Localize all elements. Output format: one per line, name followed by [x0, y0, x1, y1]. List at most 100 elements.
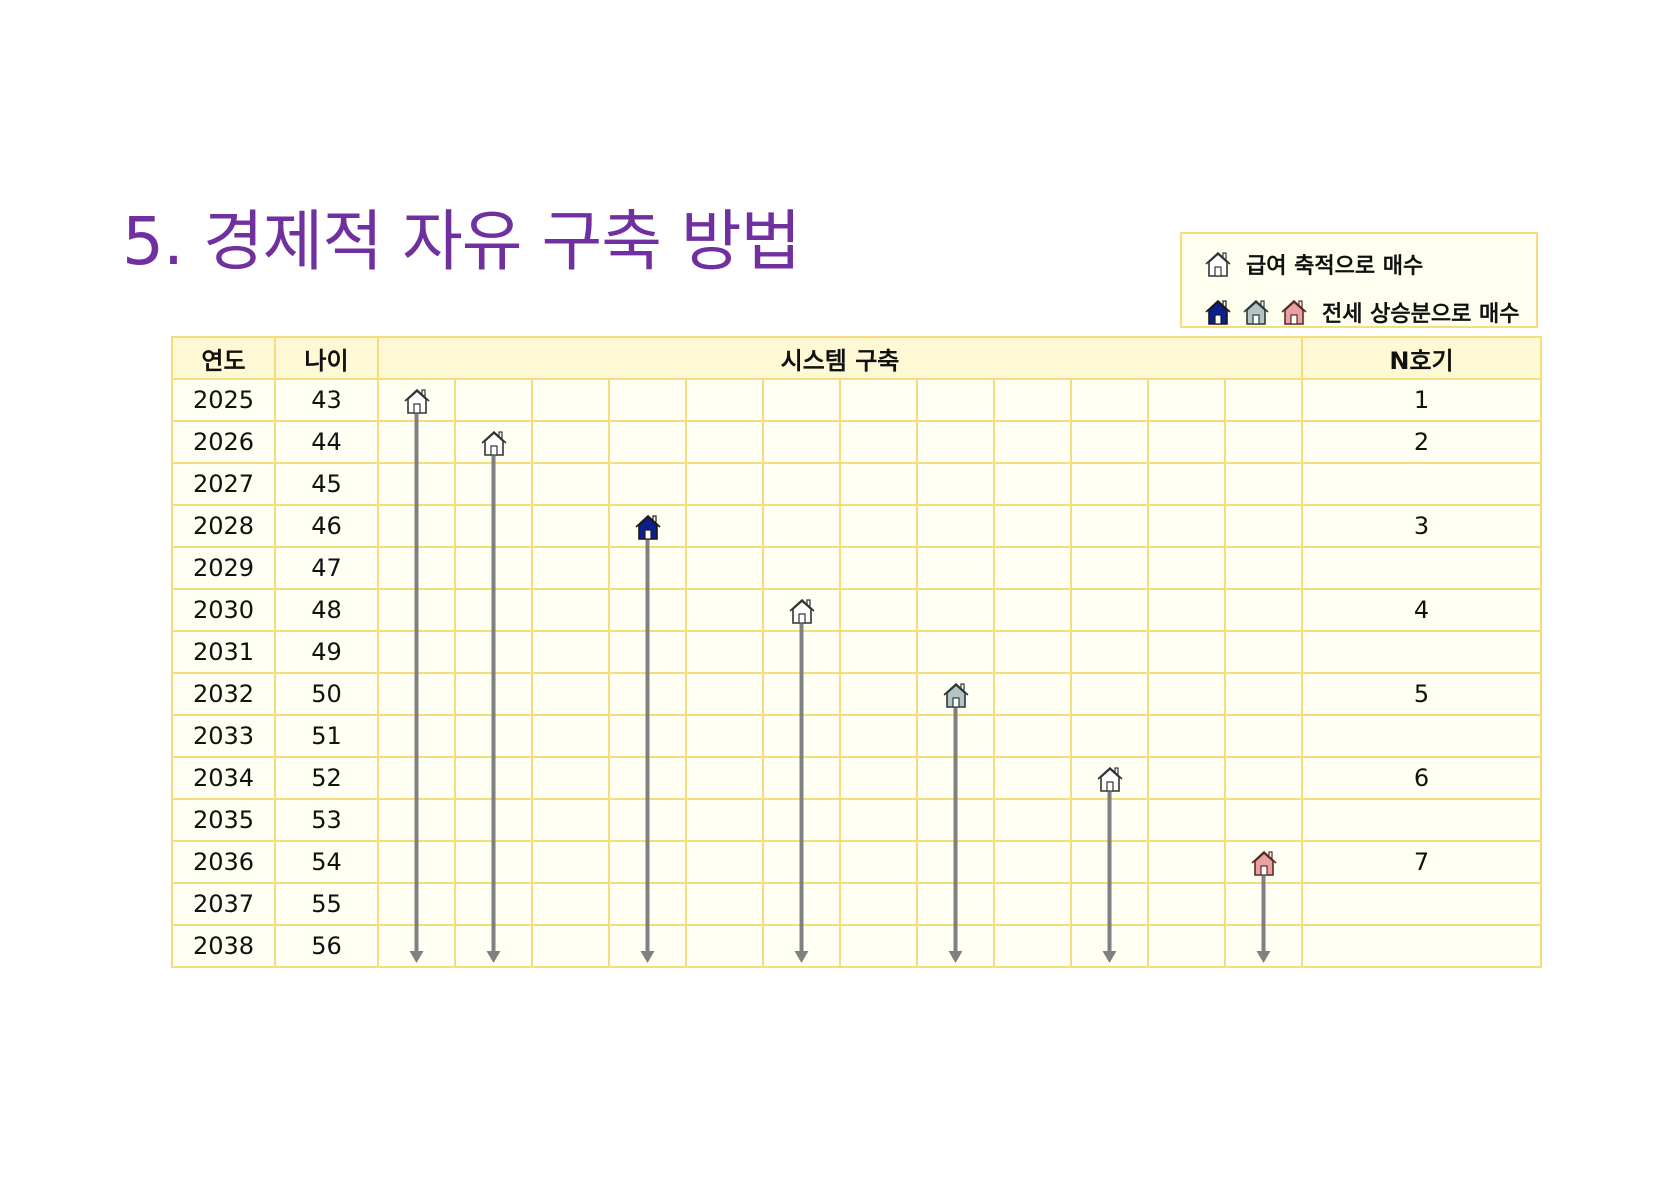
cell-year: 2032 [171, 672, 276, 716]
system-cell [1070, 714, 1149, 758]
system-cell [993, 882, 1072, 926]
system-cell [916, 630, 995, 674]
system-cell [608, 588, 687, 632]
system-cell [608, 756, 687, 800]
cell-year: 2028 [171, 504, 276, 548]
system-cell [1070, 756, 1149, 800]
system-cell [1147, 420, 1226, 464]
system-cell [1070, 630, 1149, 674]
system-cell [377, 798, 456, 842]
system-cell [454, 882, 533, 926]
header-system: 시스템 구축 [376, 336, 1304, 380]
system-cell [608, 924, 687, 968]
system-cell [993, 420, 1072, 464]
system-cell [377, 546, 456, 590]
system-cell [531, 378, 610, 422]
system-cell [1147, 714, 1226, 758]
system-cell [1147, 588, 1226, 632]
cell-nth: 7 [1301, 840, 1543, 884]
cell-year: 2038 [171, 924, 276, 968]
cell-age: 56 [274, 924, 379, 968]
system-cell [608, 420, 687, 464]
system-cell [916, 588, 995, 632]
system-cell [1070, 882, 1149, 926]
system-cell [839, 798, 918, 842]
system-cell [993, 630, 1072, 674]
cell-age: 49 [274, 630, 379, 674]
system-cell [762, 882, 841, 926]
system-cell [839, 840, 918, 884]
system-cell [993, 798, 1072, 842]
system-cell [839, 714, 918, 758]
cell-age: 50 [274, 672, 379, 716]
system-cell [916, 504, 995, 548]
system-cell [531, 882, 610, 926]
system-cell [993, 924, 1072, 968]
system-cell [993, 588, 1072, 632]
cell-age: 43 [274, 378, 379, 422]
house-outline-icon [1204, 250, 1232, 278]
system-cell [762, 924, 841, 968]
system-cell [993, 462, 1072, 506]
system-cell [1070, 672, 1149, 716]
system-cell [916, 882, 995, 926]
house-outline-icon [788, 596, 816, 624]
cell-nth [1301, 882, 1543, 926]
system-cell [377, 924, 456, 968]
system-cell [1070, 798, 1149, 842]
system-cell [377, 504, 456, 548]
table-row: 2036 54 7 [171, 840, 1543, 884]
system-cell [839, 504, 918, 548]
system-cell [531, 756, 610, 800]
house-gray-icon [1242, 298, 1270, 326]
header-nth: N호기 [1301, 336, 1543, 380]
system-cell [531, 630, 610, 674]
house-gray-icon [942, 680, 970, 708]
system-cell [1147, 840, 1226, 884]
table-row: 2035 53 [171, 798, 1543, 842]
system-cell [608, 504, 687, 548]
system-cell [608, 882, 687, 926]
system-cell [916, 378, 995, 422]
system-cell [993, 546, 1072, 590]
system-cell [1223, 420, 1304, 464]
system-cell [993, 504, 1072, 548]
system-cell [454, 924, 533, 968]
system-cell [1070, 546, 1149, 590]
system-cell [685, 714, 764, 758]
system-cell [685, 840, 764, 884]
system-cell [1147, 546, 1226, 590]
system-cell [839, 420, 918, 464]
system-cell [1223, 378, 1304, 422]
system-cell [608, 798, 687, 842]
legend-row-jeonse: 전세 상승분으로 매수 [1204, 296, 1519, 328]
system-cell [839, 546, 918, 590]
cell-age: 55 [274, 882, 379, 926]
system-cell [993, 378, 1072, 422]
cell-age: 48 [274, 588, 379, 632]
system-cell [762, 504, 841, 548]
system-cell [531, 588, 610, 632]
cell-year: 2036 [171, 840, 276, 884]
cell-nth [1301, 924, 1543, 968]
cell-age: 51 [274, 714, 379, 758]
system-cell [377, 462, 456, 506]
system-cell [1070, 420, 1149, 464]
system-cell [762, 420, 841, 464]
house-outline-icon [480, 428, 508, 456]
system-cell [377, 378, 456, 422]
system-cell [762, 462, 841, 506]
cell-year: 2035 [171, 798, 276, 842]
system-cell [993, 714, 1072, 758]
table-row: 2025 43 1 [171, 378, 1543, 422]
system-cell [1223, 798, 1304, 842]
system-cell [685, 504, 764, 548]
system-cell [839, 882, 918, 926]
cell-year: 2033 [171, 714, 276, 758]
cell-nth: 2 [1301, 420, 1543, 464]
system-cell [685, 798, 764, 842]
system-cell [916, 462, 995, 506]
cell-age: 45 [274, 462, 379, 506]
table-row: 2032 50 5 [171, 672, 1543, 716]
system-cell [685, 630, 764, 674]
